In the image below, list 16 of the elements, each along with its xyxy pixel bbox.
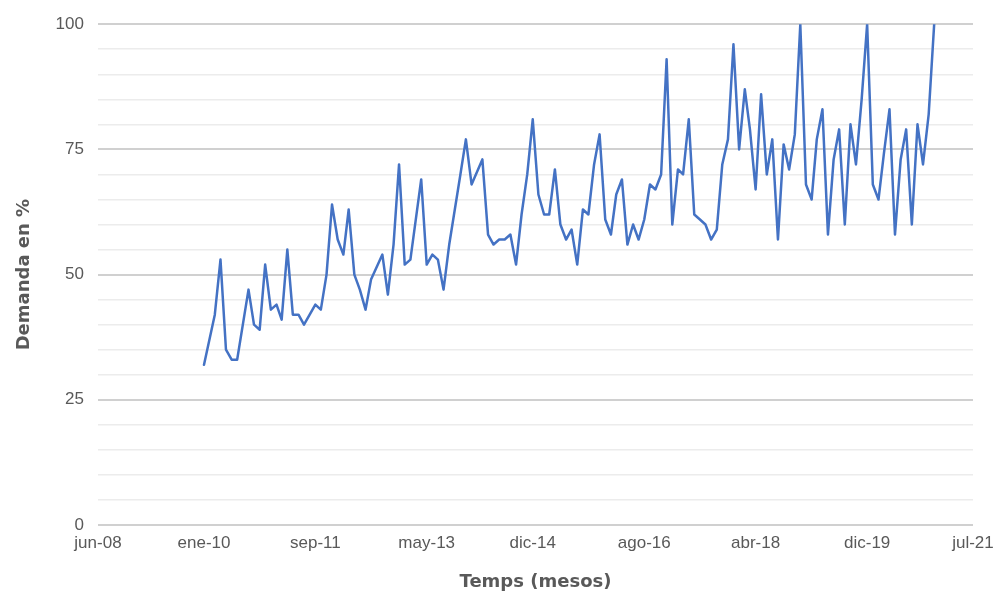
x-axis-title: Temps (mesos) [459,569,612,591]
x-tick-label: may-13 [398,532,456,552]
x-tick-label: jun-08 [73,532,122,552]
y-tick-label: 75 [65,139,84,159]
y-axis-title: Demanda en % [12,198,34,351]
x-tick-label: abr-18 [731,532,781,552]
y-tick-label: 25 [65,389,84,409]
x-tick-label: dic-19 [843,532,891,552]
x-tick-label: ago-16 [617,532,671,552]
x-tick-label: ene-10 [177,532,231,552]
y-tick-label: 0 [74,514,84,534]
x-tick-label: jul-21 [951,532,994,552]
y-tick-label: 50 [65,264,84,284]
x-tick-label: dic-14 [509,532,556,552]
y-tick-label: 100 [55,13,84,33]
x-tick-label: sep-11 [289,532,341,552]
